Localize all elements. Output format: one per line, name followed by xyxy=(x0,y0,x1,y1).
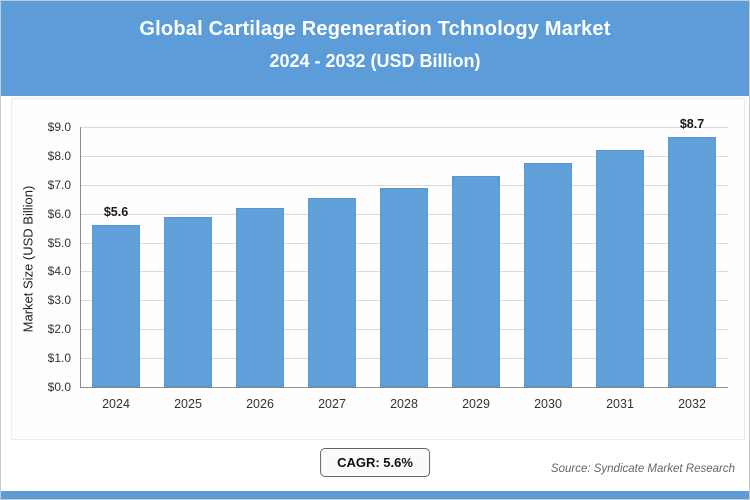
y-tick-label: $5.0 xyxy=(47,235,71,250)
y-tick-label: $0.0 xyxy=(47,380,71,394)
y-tick-label: $1.0 xyxy=(47,351,71,366)
source-credit: Source: Syndicate Market Research xyxy=(550,463,735,475)
x-tick-label: 2030 xyxy=(534,397,562,411)
bar-chart: Market Size (USD Billion) $0.0 $1.0 $2.0 $3… xyxy=(11,98,745,440)
y-tick-label: $7.0 xyxy=(47,177,71,192)
x-tick-label: 2032 xyxy=(678,397,706,411)
x-tick-label: 2027 xyxy=(318,397,346,411)
y-tick-label: $8.0 xyxy=(47,148,71,163)
x-tick-label: 2031 xyxy=(606,397,634,411)
gridline xyxy=(80,184,728,186)
bar-2031 xyxy=(596,150,644,387)
bar-2026 xyxy=(236,207,284,387)
footer-accent-strip xyxy=(1,491,749,499)
y-tick-label: $2.0 xyxy=(47,322,71,337)
y-tick-label: $6.0 xyxy=(47,206,71,221)
bar-2028 xyxy=(380,187,428,387)
y-tick-label: $3.0 xyxy=(47,293,71,308)
bar-2025 xyxy=(164,216,212,387)
bar-2032 xyxy=(668,137,716,387)
bar-value-label: $5.6 xyxy=(103,205,129,220)
chart-subtitle: 2024 - 2032 (USD Billion) xyxy=(269,51,481,71)
x-tick-label: 2029 xyxy=(462,397,490,411)
bar-2024 xyxy=(92,225,140,387)
chart-title: Global Cartilage Regeneration Tchnology … xyxy=(139,18,611,40)
y-axis-line xyxy=(80,127,81,387)
gridline xyxy=(80,127,728,128)
cagr-badge: CAGR: 5.6% xyxy=(320,448,430,477)
x-tick-label: 2025 xyxy=(174,397,202,411)
y-tick-label: $9.0 xyxy=(47,120,71,134)
bar-2029 xyxy=(452,176,500,387)
x-tick-label: 2028 xyxy=(390,397,418,411)
x-axis-line xyxy=(80,387,728,388)
bar-value-label: $8.7 xyxy=(679,117,705,132)
bar-2030 xyxy=(524,163,572,387)
bar-2027 xyxy=(308,197,356,387)
y-tick-label: $4.0 xyxy=(47,264,71,279)
x-tick-label: 2026 xyxy=(246,397,274,411)
x-tick-label: 2024 xyxy=(102,397,130,411)
chart-header: Global Cartilage Regeneration Tchnology … xyxy=(1,1,749,96)
gridline xyxy=(80,155,728,157)
